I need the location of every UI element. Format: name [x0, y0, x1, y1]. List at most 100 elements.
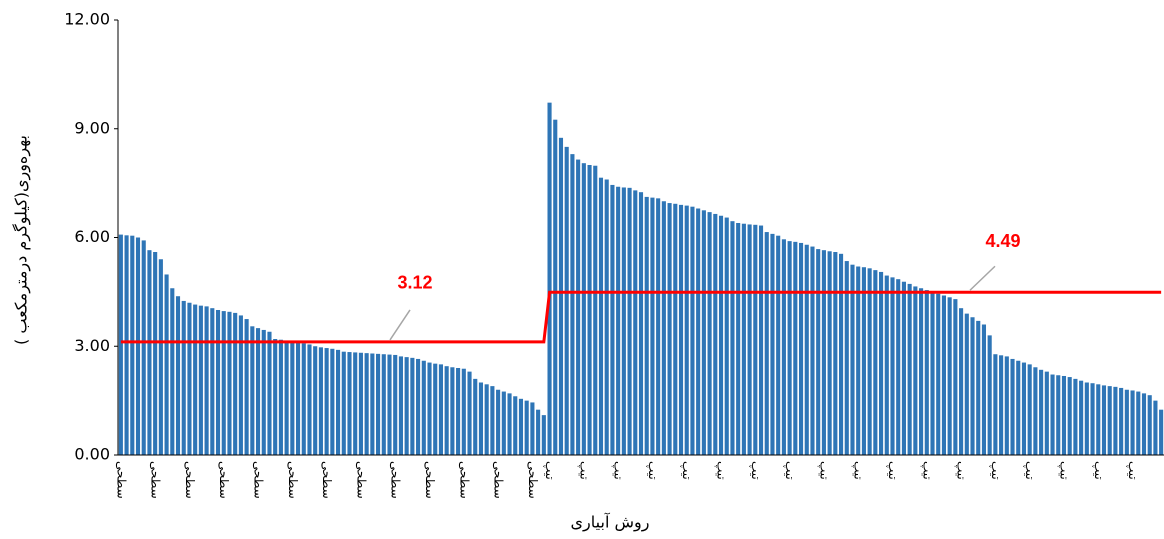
- bar: [930, 291, 935, 455]
- bar: [1159, 409, 1164, 455]
- bar: [867, 268, 872, 455]
- bar: [873, 270, 878, 455]
- bar: [233, 312, 238, 455]
- bar: [896, 279, 901, 455]
- x-tick-label: تیپ: [783, 461, 797, 480]
- bar: [690, 206, 695, 455]
- bar: [1067, 377, 1072, 455]
- x-tick-label: سطحی: [286, 461, 300, 499]
- bar: [255, 328, 261, 455]
- bar: [901, 281, 906, 455]
- bar: [181, 300, 186, 455]
- bar: [313, 346, 318, 455]
- bar: [713, 213, 718, 455]
- bar: [1056, 375, 1061, 455]
- x-tick-label: سطحی: [354, 461, 368, 499]
- bar: [1124, 389, 1129, 455]
- x-tick-label: سطحی: [457, 461, 471, 499]
- bar: [581, 163, 586, 455]
- x-tick-label: تیپ: [577, 461, 591, 480]
- bar: [981, 324, 987, 455]
- x-tick-label: تیپ: [1023, 461, 1037, 480]
- bar: [741, 223, 746, 455]
- bar: [1033, 367, 1038, 455]
- bar: [724, 217, 729, 455]
- bar: [478, 382, 484, 455]
- bar: [227, 311, 232, 455]
- bar: [295, 342, 301, 455]
- bar: [164, 274, 169, 455]
- bar: [810, 246, 815, 455]
- bar: [261, 329, 266, 455]
- bar: [410, 357, 415, 455]
- bar: [604, 179, 609, 455]
- bar: [450, 367, 455, 455]
- bar: [787, 241, 792, 455]
- bar: [838, 253, 844, 455]
- x-tick-label: تیپ: [749, 461, 763, 480]
- bar: [118, 234, 123, 455]
- bar: [267, 331, 272, 455]
- bar: [856, 266, 861, 455]
- bar: [718, 215, 724, 455]
- bar: [416, 358, 421, 455]
- bar: [696, 208, 701, 455]
- bar: [816, 249, 821, 455]
- bar: [1050, 374, 1055, 455]
- bar: [518, 398, 524, 455]
- x-tick-label: سطحی: [320, 461, 334, 499]
- leader-line: [969, 265, 996, 291]
- bar: [490, 386, 495, 455]
- bar: [341, 351, 346, 455]
- bar: [444, 366, 449, 455]
- bar: [970, 317, 975, 455]
- bar: [393, 354, 398, 455]
- bar: [427, 362, 432, 455]
- bar: [833, 252, 838, 455]
- bar: [701, 210, 706, 455]
- bar: [953, 299, 958, 455]
- y-tick-label: 6.00: [74, 227, 110, 246]
- bar: [684, 205, 689, 455]
- bar: [924, 290, 929, 455]
- bar: [673, 203, 678, 455]
- bar: [1061, 375, 1067, 455]
- bar: [1084, 382, 1089, 455]
- bar: [404, 357, 409, 455]
- bar: [781, 239, 786, 455]
- bar: [215, 310, 221, 455]
- x-tick-label: سطحی: [252, 461, 266, 499]
- y-tick-label: 0.00: [74, 445, 110, 464]
- bar: [884, 275, 889, 455]
- bar: [821, 250, 826, 455]
- x-tick-label: تیپ: [989, 461, 1003, 480]
- x-tick-label: تیپ: [715, 461, 729, 480]
- bar: [347, 352, 352, 455]
- bar: [318, 347, 323, 455]
- bar: [1136, 391, 1141, 455]
- x-tick-label: تیپ: [1092, 461, 1106, 480]
- bar: [1021, 362, 1027, 455]
- bar: [421, 360, 426, 455]
- bar: [661, 201, 666, 455]
- bar: [844, 261, 849, 455]
- bar: [656, 198, 661, 455]
- leader-line: [389, 309, 411, 341]
- bar: [398, 356, 403, 455]
- bar: [193, 304, 198, 455]
- bar: [484, 384, 489, 455]
- bar: [1113, 386, 1118, 455]
- bar: [621, 187, 626, 455]
- x-tick-label: تیپ: [543, 461, 557, 480]
- x-tick-label: تیپ: [1126, 461, 1140, 480]
- bar: [433, 363, 438, 455]
- bar: [1004, 356, 1009, 455]
- bar: [827, 251, 832, 455]
- bar: [324, 348, 329, 455]
- bar: [370, 353, 375, 455]
- bar: [336, 349, 341, 455]
- x-tick-label: سطحی: [114, 461, 128, 499]
- bar: [798, 242, 804, 455]
- bar: [210, 308, 215, 455]
